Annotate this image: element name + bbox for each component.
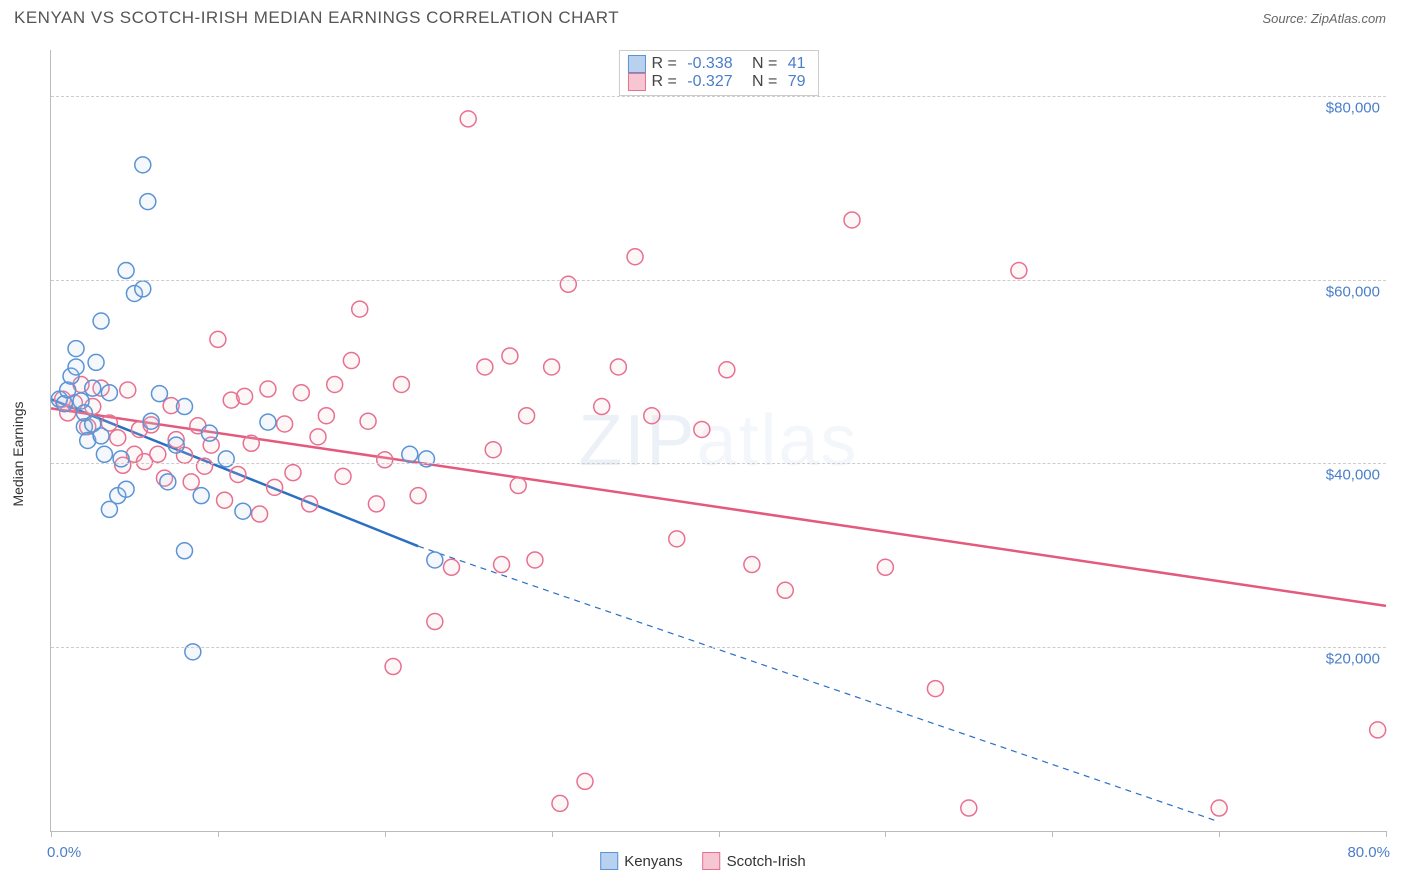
chart-title: KENYAN VS SCOTCH-IRISH MEDIAN EARNINGS C… xyxy=(14,8,619,28)
legend-label: Kenyans xyxy=(624,853,682,870)
swatch-icon xyxy=(703,852,721,870)
chart-plot-area: ZIPatlas R = -0.338 N = 41 R = -0.327 N … xyxy=(50,50,1386,832)
y-tick-label: $60,000 xyxy=(1326,283,1380,300)
source-label: Source: ZipAtlas.com xyxy=(1262,11,1386,26)
series-legend: Kenyans Scotch-Irish xyxy=(600,852,806,870)
y-axis-title: Median Earnings xyxy=(10,401,26,506)
x-max-label: 80.0% xyxy=(1347,844,1390,861)
y-tick-label: $40,000 xyxy=(1326,467,1380,484)
legend-item: Scotch-Irish xyxy=(703,852,806,870)
y-tick-label: $20,000 xyxy=(1326,651,1380,668)
swatch-icon xyxy=(600,852,618,870)
scatter-svg xyxy=(51,50,1386,831)
legend-item: Kenyans xyxy=(600,852,682,870)
legend-label: Scotch-Irish xyxy=(727,853,806,870)
x-min-label: 0.0% xyxy=(47,844,81,861)
y-tick-label: $80,000 xyxy=(1326,99,1380,116)
